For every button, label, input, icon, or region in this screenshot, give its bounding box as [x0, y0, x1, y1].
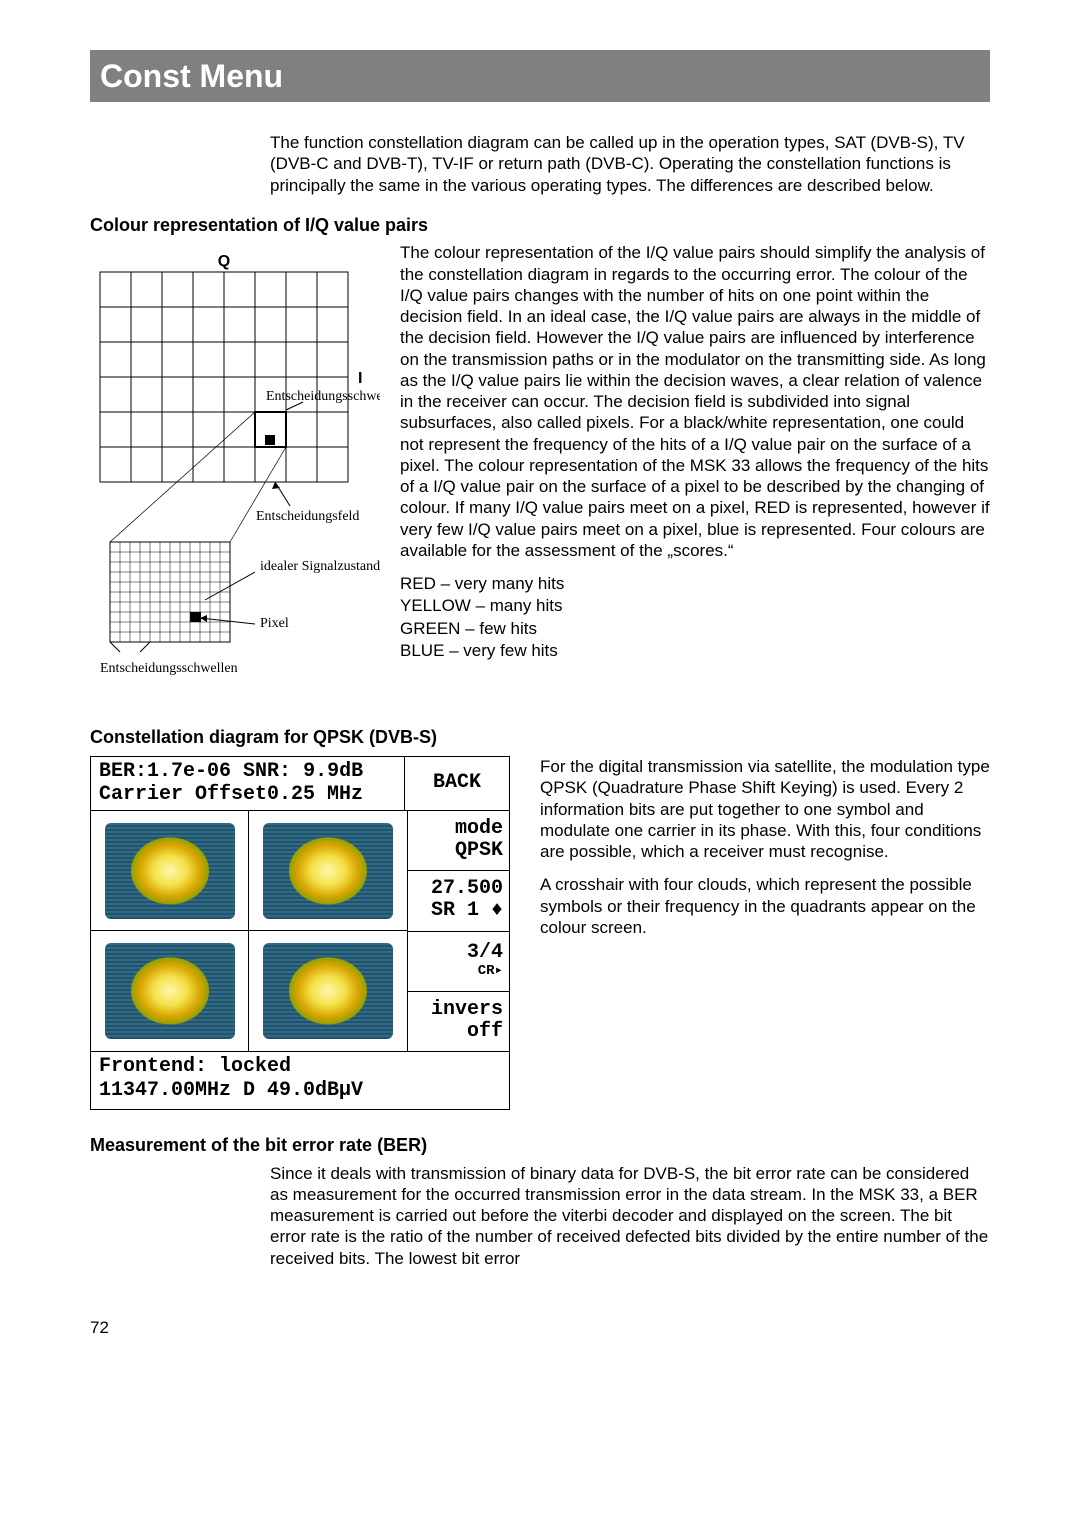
page: Const Menu The function constellation di… [0, 0, 1080, 1378]
back-label: BACK [433, 772, 481, 794]
qpsk-mid: mode QPSK 27.500 SR 1 ♦ 3/4 CR▸ invers o… [91, 811, 509, 1051]
label-feld: Entscheidungsfeld [256, 509, 359, 524]
iq-text-column: The colour representation of the I/Q val… [400, 242, 990, 707]
constellation-grid [91, 811, 407, 1051]
section-heading-ber: Measurement of the bit error rate (BER) [90, 1134, 990, 1157]
carrier-label: Carrier Offset [99, 783, 267, 806]
section-heading-iq: Colour representation of I/Q value pairs [90, 214, 990, 237]
mode-cell[interactable]: mode QPSK [407, 811, 509, 871]
iq-diagram: Q I Entscheidungsschwelle Entscheidungsf… [90, 242, 400, 707]
quadrant-br [249, 931, 407, 1051]
legend-red: RED – very many hits [400, 573, 990, 594]
label-pixel: Pixel [260, 616, 289, 631]
qpsk-screen: BER:1.7e-06 SNR: 9.9dB Carrier Offset0.2… [90, 756, 510, 1110]
label-schwelle: Entscheidungsschwelle [266, 389, 380, 404]
intro-paragraph: The function constellation diagram can b… [270, 132, 990, 196]
quadrant-bl [91, 931, 249, 1051]
qpsk-text-column: For the digital transmission via satelli… [510, 756, 990, 1110]
i-axis-label: I [358, 370, 362, 387]
label-schwellen: Entscheidungsschwellen [100, 661, 238, 676]
legend-green: GREEN – few hits [400, 618, 990, 639]
sr-value: 27.500 [431, 878, 503, 900]
invers-cell[interactable]: invers off [407, 992, 509, 1051]
qpsk-footer: Frontend: locked 11347.00MHz D 49.0dBµV [91, 1051, 509, 1109]
mode-value: QPSK [455, 840, 503, 862]
page-number: 72 [90, 1317, 990, 1338]
q-axis-label: Q [218, 253, 230, 270]
cr-value: 3/4 [467, 942, 503, 964]
ber-label: BER: [99, 760, 147, 783]
qpsk-para1: For the digital transmission via satelli… [540, 756, 990, 862]
freq-line: 11347.00MHz D 49.0dBµV [99, 1079, 363, 1102]
qpsk-header: BER:1.7e-06 SNR: 9.9dB Carrier Offset0.2… [91, 757, 404, 811]
color-legend: RED – very many hits YELLOW – many hits … [400, 573, 990, 661]
qpsk-row: BER:1.7e-06 SNR: 9.9dB Carrier Offset0.2… [90, 756, 990, 1110]
invers-value: off [467, 1021, 503, 1043]
label-ideal: idealer Signalzustand [260, 559, 380, 574]
ber-body: Since it deals with transmission of bina… [270, 1163, 990, 1269]
frontend-value: locked [219, 1055, 291, 1078]
back-button[interactable]: BACK [404, 757, 509, 811]
cr-cell[interactable]: 3/4 CR▸ [407, 932, 509, 992]
sr-cell[interactable]: 27.500 SR 1 ♦ [407, 871, 509, 931]
sr-label: SR 1 [431, 899, 479, 922]
iq-svg: Q I Entscheidungsschwelle Entscheidungsf… [90, 252, 380, 702]
legend-blue: BLUE – very few hits [400, 640, 990, 661]
qpsk-side-menu: mode QPSK 27.500 SR 1 ♦ 3/4 CR▸ invers o… [407, 811, 509, 1051]
quadrant-tr [249, 811, 407, 931]
snr-value: 9.9dB [303, 760, 363, 783]
quadrant-tl [91, 811, 249, 931]
carrier-value: 0.25 MHz [267, 783, 363, 806]
frontend-label: Frontend: [99, 1055, 207, 1078]
legend-yellow: YELLOW – many hits [400, 595, 990, 616]
ber-value: 1.7e-06 [147, 760, 231, 783]
qpsk-para2: A crosshair with four clouds, which repr… [540, 874, 990, 938]
iq-body-text: The colour representation of the I/Q val… [400, 242, 990, 561]
page-title: Const Menu [90, 50, 990, 102]
section-iq-row: Q I Entscheidungsschwelle Entscheidungsf… [90, 242, 990, 707]
invers-label: invers [431, 999, 503, 1021]
mode-label: mode [455, 818, 503, 840]
snr-label: SNR: [243, 760, 291, 783]
section-heading-qpsk: Constellation diagram for QPSK (DVB-S) [90, 726, 990, 749]
